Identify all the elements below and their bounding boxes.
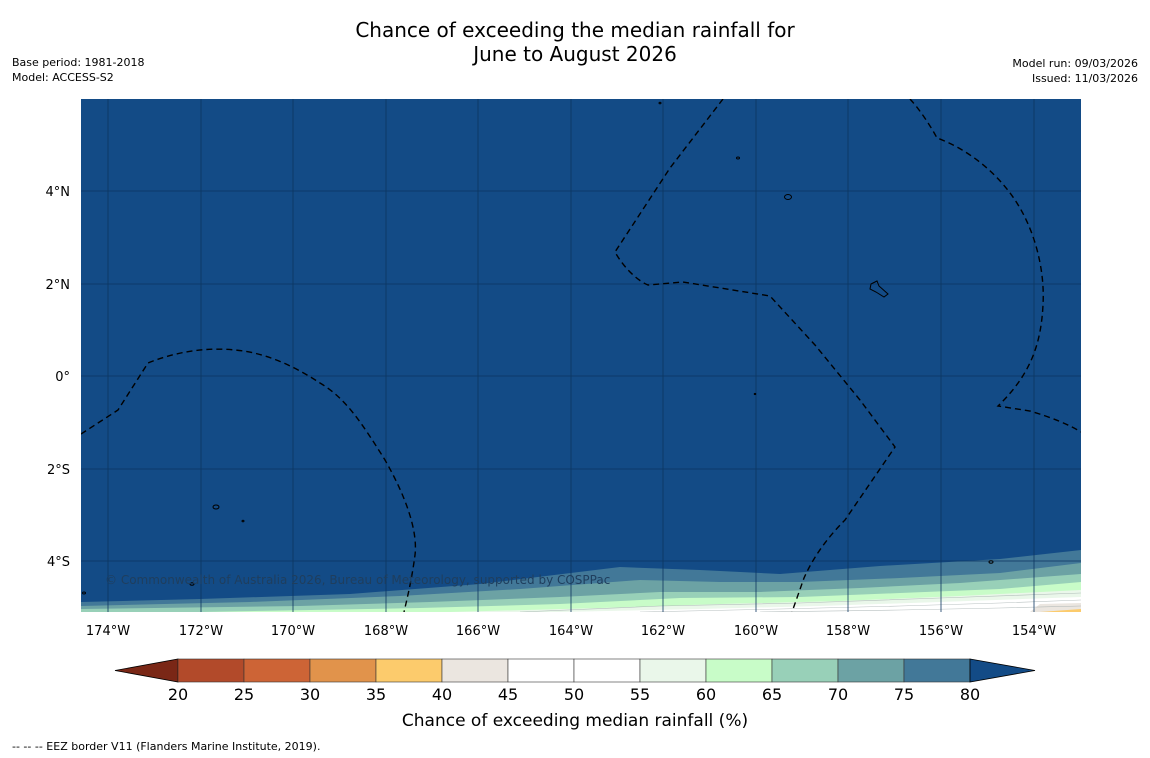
colorbar-segment [507, 658, 575, 683]
islands [82, 101, 994, 595]
island-e [212, 504, 220, 510]
lon-label: 154°W [1012, 624, 1056, 639]
colorbar-tick-label: 65 [762, 685, 782, 704]
lon-label: 172°W [179, 624, 223, 639]
lon-label: 162°W [641, 624, 685, 639]
island-f [241, 519, 245, 523]
colorbar-segment [309, 658, 377, 683]
lon-label: 174°W [86, 624, 130, 639]
colorbar-ticks: 20 25 30 35 40 45 50 55 60 65 70 75 80 [168, 685, 980, 704]
colorbar-tick-label: 60 [696, 685, 716, 704]
colorbar-tick-label: 45 [498, 685, 518, 704]
lat-label: 0° [55, 370, 70, 385]
island-i [82, 591, 86, 595]
map-panel: © Commonwealth of Australia 2026, Bureau… [81, 99, 1081, 612]
lon-label: 168°W [364, 624, 408, 639]
colorbar-tick-label: 40 [432, 685, 452, 704]
island-h [189, 582, 195, 586]
base-period-label: Base period: 1981-2018 [12, 56, 145, 69]
colorbar-tick-label: 20 [168, 685, 188, 704]
island-d [869, 280, 889, 298]
island-j [753, 392, 757, 396]
contour-band-40 [1040, 609, 1081, 612]
copyright-text: © Commonwealth of Australia 2026, Bureau… [105, 573, 610, 587]
model-label: Model: ACCESS-S2 [12, 71, 114, 84]
contour-band-45 [1030, 603, 1081, 612]
colorbar-segment [705, 658, 773, 683]
lat-label: 2°N [46, 278, 71, 293]
island-a [784, 194, 792, 200]
eez-border-west [81, 348, 417, 612]
colorbar-tick-label: 25 [234, 685, 254, 704]
eez-borders [81, 99, 1081, 612]
colorbar-tick-label: 30 [300, 685, 320, 704]
island-g [988, 560, 994, 564]
colorbar-tick-label: 55 [630, 685, 650, 704]
meta-left: Base period: 1981-2018 Model: ACCESS-S2 [12, 55, 144, 85]
lat-label: 2°S [47, 463, 70, 478]
gridlines [81, 99, 1081, 612]
eez-footnote: -- -- -- EEZ border V11 (Flanders Marine… [12, 740, 321, 753]
map-title: Chance of exceeding the median rainfall … [0, 18, 1150, 66]
map-background [81, 99, 1081, 612]
colorbar: 20 25 30 35 40 45 50 55 60 65 70 75 80 Chance of exc… [114, 658, 1036, 731]
island-b [736, 156, 740, 160]
eez-border-east [909, 99, 1081, 433]
title-line-2: June to August 2026 [473, 42, 677, 66]
model-run-label: Model run: 09/03/2026 [1012, 57, 1138, 70]
colorbar-tick-label: 50 [564, 685, 584, 704]
colorbar-segment [837, 658, 905, 683]
latitude-labels: 4°N 2°N 0° 2°S 4°S [46, 185, 71, 570]
lon-label: 166°W [456, 624, 500, 639]
lon-label: 164°W [549, 624, 593, 639]
lon-label: 170°W [271, 624, 315, 639]
longitude-labels: 174°W 172°W 170°W 168°W 166°W 164°W 162°… [86, 624, 1056, 639]
island-c [658, 101, 662, 105]
title-line-1: Chance of exceeding the median rainfall … [355, 18, 795, 42]
colorbar-title: Chance of exceeding median rainfall (%) [402, 711, 748, 731]
colorbar-extend-low [114, 658, 179, 683]
colorbar-segment [771, 658, 839, 683]
colorbar-segment [375, 658, 443, 683]
meta-right: Model run: 09/03/2026 Issued: 11/03/2026 [1012, 56, 1138, 86]
lon-label: 160°W [734, 624, 778, 639]
colorbar-segments [114, 658, 1036, 683]
lon-label: 156°W [919, 624, 963, 639]
colorbar-tick-label: 35 [366, 685, 386, 704]
issued-label: Issued: 11/03/2026 [1031, 72, 1138, 85]
lon-label: 158°W [826, 624, 870, 639]
eez-border-central [614, 99, 896, 612]
colorbar-segment [243, 658, 311, 683]
contour-lines [519, 592, 1081, 612]
colorbar-segment [441, 658, 509, 683]
contour-band-50 [560, 597, 1081, 612]
colorbar-segment [177, 658, 245, 683]
colorbar-segment [903, 658, 971, 683]
colorbar-tick-label: 80 [960, 685, 980, 704]
lat-label: 4°S [47, 555, 70, 570]
colorbar-tick-label: 75 [894, 685, 914, 704]
colorbar-segment [573, 658, 641, 683]
colorbar-segment [639, 658, 707, 683]
colorbar-extend-high [969, 658, 1036, 683]
lat-label: 4°N [46, 185, 71, 200]
colorbar-tick-label: 70 [828, 685, 848, 704]
